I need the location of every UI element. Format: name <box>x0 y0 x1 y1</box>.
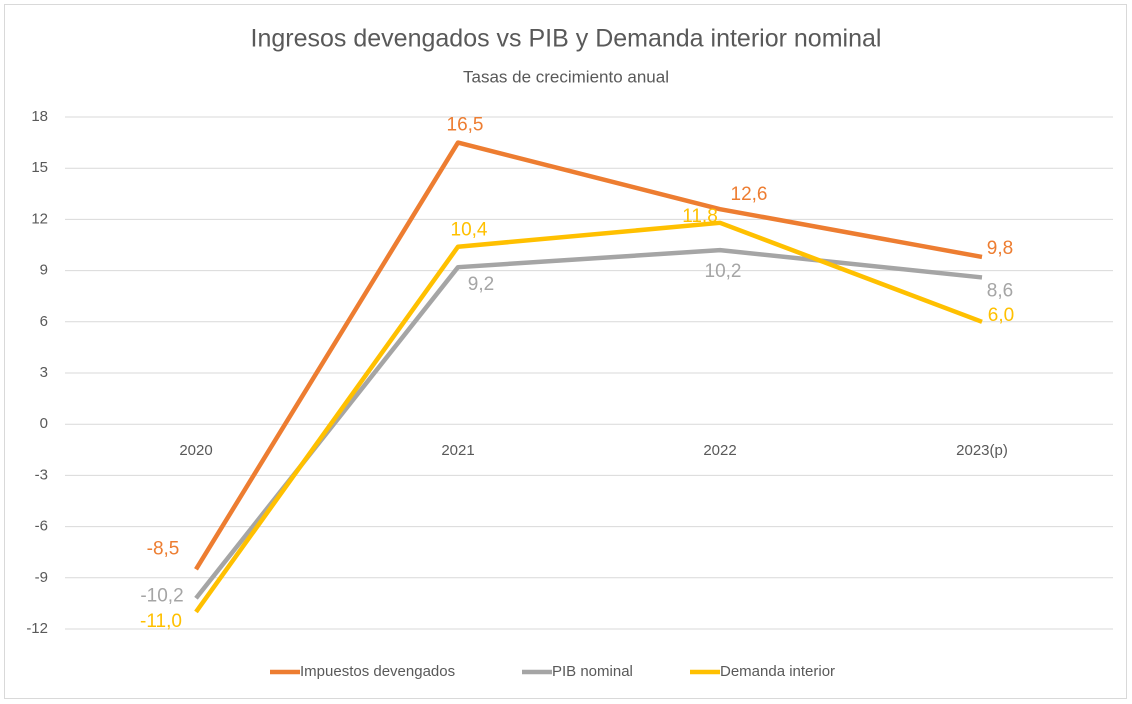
legend-label: Demanda interior <box>720 663 835 680</box>
data-label: 8,6 <box>987 280 1013 301</box>
data-label: -8,5 <box>147 538 180 559</box>
y-tick-label: 12 <box>31 210 48 227</box>
y-tick-label: -9 <box>35 569 48 586</box>
data-label: 10,2 <box>705 261 742 282</box>
x-tick-label: 2023(p) <box>956 442 1008 459</box>
line <box>194 140 983 571</box>
chart-title: Ingresos devengados vs PIB y Demanda int… <box>251 25 882 53</box>
line <box>194 220 983 614</box>
y-tick-label: -3 <box>35 466 48 483</box>
y-tick-label: -12 <box>26 620 48 637</box>
y-tick-label: 3 <box>40 364 48 381</box>
data-label: -10,2 <box>140 585 183 606</box>
y-tick-label: 15 <box>31 159 48 176</box>
data-label: 9,2 <box>468 274 494 295</box>
chart-border <box>4 4 1127 699</box>
data-label: 10,4 <box>451 220 488 241</box>
data-label: 11,8 <box>682 206 718 227</box>
data-label: -11,0 <box>140 611 182 632</box>
y-tick-label: -6 <box>35 518 48 535</box>
legend-label: Impuestos devengados <box>300 663 455 680</box>
x-tick-label: 2021 <box>441 442 474 459</box>
y-tick-label: 9 <box>40 262 48 279</box>
y-tick-label: 18 <box>31 108 48 125</box>
x-tick-label: 2022 <box>703 442 736 459</box>
data-label: 12,6 <box>731 184 768 205</box>
chart-subtitle: Tasas de crecimiento anual <box>463 67 669 86</box>
data-label: 6,0 <box>988 305 1014 326</box>
y-tick-label: 6 <box>40 313 48 330</box>
y-tick-label: 0 <box>40 415 48 432</box>
legend-label: PIB nominal <box>552 663 633 680</box>
data-label: 9,8 <box>987 238 1013 259</box>
data-label: 16,5 <box>447 115 484 136</box>
x-tick-label: 2020 <box>179 442 212 459</box>
